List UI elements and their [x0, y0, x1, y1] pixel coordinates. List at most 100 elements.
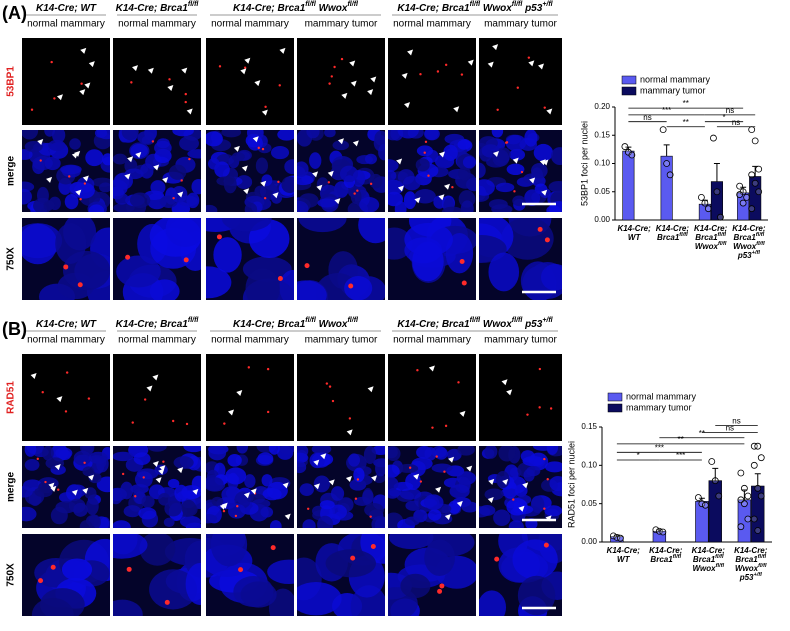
- nucleus: [397, 463, 419, 473]
- focus: [333, 65, 336, 69]
- micrograph: [113, 354, 201, 441]
- nucleus: [330, 486, 345, 501]
- micrograph: [22, 38, 110, 125]
- nucleus: [281, 176, 294, 194]
- arrowhead: [79, 89, 86, 96]
- column-header: mammary tumor: [484, 19, 557, 30]
- arrowhead: [487, 61, 494, 68]
- focus: [38, 578, 44, 584]
- focus: [526, 413, 529, 416]
- significance-label: ***: [662, 106, 671, 115]
- arrowhead: [350, 80, 357, 87]
- focus: [172, 196, 175, 200]
- row-label: 750X: [6, 247, 17, 271]
- nucleus: [461, 501, 476, 513]
- nucleus: [297, 161, 309, 177]
- group-header: K14-Cre; Brca1fl/fl Wwoxfl/fl: [233, 317, 359, 329]
- micrograph: [479, 38, 562, 125]
- nucleus: [388, 488, 400, 499]
- nucleus: [457, 446, 475, 456]
- image-bg: [113, 354, 201, 441]
- nucleus: [163, 517, 175, 527]
- x-tick-label: Brca1fl/fl: [695, 232, 726, 242]
- nucleus: [187, 149, 201, 159]
- nucleus: [22, 506, 37, 522]
- nucleus: [498, 446, 516, 462]
- micrograph: [479, 130, 562, 212]
- x-tick-label: WT: [628, 233, 642, 242]
- nucleus: [488, 252, 520, 292]
- significance-label: **: [683, 118, 689, 127]
- column-header: normal mammary: [27, 19, 105, 30]
- focus: [457, 381, 460, 384]
- arrowhead: [492, 150, 499, 157]
- focus: [431, 426, 434, 429]
- nucleus: [206, 514, 218, 524]
- arrowhead: [522, 482, 529, 489]
- text-part: K14-Cre;: [656, 224, 690, 233]
- focus: [218, 65, 222, 68]
- nucleus: [267, 559, 294, 584]
- bar: [622, 150, 635, 221]
- focus: [64, 410, 68, 413]
- text-part: K14-Cre; Brca1: [233, 3, 306, 14]
- nucleus: [55, 447, 73, 459]
- arrowhead: [279, 47, 286, 54]
- focus: [121, 472, 125, 476]
- focus: [496, 108, 499, 111]
- nucleus: [517, 575, 556, 616]
- text-part: Brca1: [693, 555, 716, 564]
- text-part: K14-Cre; Brca1: [397, 3, 470, 14]
- focus: [188, 157, 191, 161]
- arrowhead: [84, 82, 91, 89]
- panel-label: (B): [2, 319, 27, 339]
- arrowhead: [345, 475, 352, 482]
- nucleus: [298, 218, 347, 233]
- significance-label: *: [637, 451, 640, 460]
- data-point: [750, 461, 758, 469]
- nucleus: [388, 476, 399, 491]
- nucleus: [84, 487, 97, 500]
- data-point: [701, 199, 709, 207]
- focus: [538, 406, 541, 409]
- text-part: WT: [617, 555, 631, 564]
- focus: [50, 60, 53, 64]
- focus: [50, 564, 56, 570]
- focus: [543, 542, 549, 548]
- superscript: fl/fl: [756, 232, 765, 238]
- data-point: [659, 528, 667, 536]
- nucleus: [138, 507, 157, 520]
- image-bg: [388, 38, 476, 125]
- focus: [327, 181, 331, 184]
- nucleus: [399, 488, 422, 500]
- nucleus: [302, 519, 316, 528]
- focus: [87, 397, 91, 400]
- focus: [435, 455, 438, 458]
- legend-label: normal mammary: [626, 391, 697, 401]
- focus: [546, 478, 549, 481]
- nucleus: [424, 447, 437, 461]
- arrowhead: [328, 479, 335, 486]
- text-part: K14-Cre;: [732, 224, 766, 233]
- nucleus: [350, 188, 362, 205]
- arrowhead: [284, 513, 291, 520]
- arrowhead: [260, 180, 267, 187]
- significance-label: **: [678, 435, 684, 444]
- nucleus: [123, 505, 142, 518]
- micrograph: [22, 218, 110, 300]
- nucleus: [495, 182, 515, 193]
- x-tick-label: K14-Cre;: [694, 224, 728, 233]
- nucleus: [449, 484, 470, 499]
- nucleus: [269, 520, 282, 528]
- data-point: [713, 188, 721, 196]
- nucleus: [210, 534, 248, 567]
- nucleus: [544, 505, 562, 517]
- data-point: [757, 492, 765, 500]
- text-part: Wwox: [480, 3, 512, 14]
- arrowhead: [396, 158, 403, 165]
- nucleus: [400, 573, 431, 599]
- image-bg: [297, 38, 385, 125]
- error-bar: [740, 186, 747, 193]
- focus: [461, 280, 467, 286]
- column-header: normal mammary: [118, 335, 196, 346]
